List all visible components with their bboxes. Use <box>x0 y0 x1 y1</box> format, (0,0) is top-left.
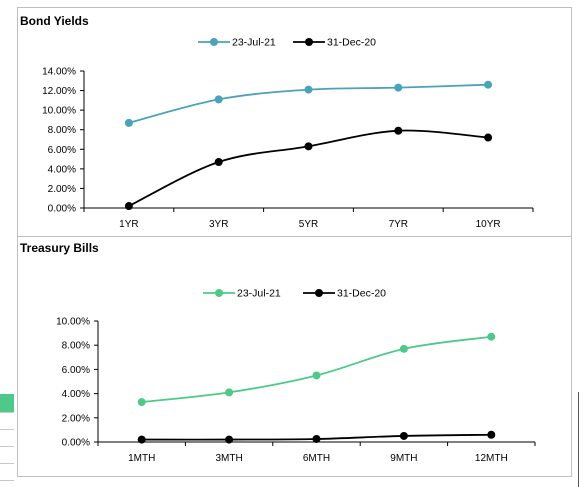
chart-panel-bond-yields[interactable]: Bond Yields 0.00% 2.00% 4.00% 6.00% 8.00% 10.… <box>17 7 572 237</box>
background-gridline <box>0 480 14 481</box>
data-point <box>312 371 321 380</box>
data-point <box>487 332 496 341</box>
data-point <box>399 431 408 440</box>
y-tick-label: 2.00% <box>48 184 76 195</box>
background-gridline <box>0 446 14 447</box>
data-point <box>214 158 223 167</box>
y-tick-label: 4.00% <box>62 389 90 400</box>
x-tick-label: 1MTH <box>128 453 155 464</box>
data-point <box>225 435 234 444</box>
legend-marker <box>305 38 313 46</box>
x-tick-label: 3YR <box>209 219 228 230</box>
y-tick-label: 14.00% <box>42 67 76 78</box>
y-tick-label: 8.00% <box>62 341 90 352</box>
x-tick-label: 9MTH <box>390 453 417 464</box>
y-tick-label: 10.00% <box>42 106 76 117</box>
background-gridline <box>0 429 14 430</box>
legend-marker <box>210 38 218 46</box>
series-line <box>128 129 489 207</box>
y-tick-label: 10.00% <box>56 317 90 328</box>
data-point <box>394 126 403 135</box>
data-point <box>304 142 313 151</box>
data-point <box>137 435 146 444</box>
chart-panel-treasury-bills[interactable]: Treasury Bills 0.00% 2.00% 4.00% 6.00% 8.00%… <box>17 237 572 477</box>
chart-title: Treasury Bills <box>20 241 99 255</box>
data-point <box>312 434 321 443</box>
legend-marker <box>315 289 323 297</box>
data-point <box>487 430 496 439</box>
data-point <box>394 83 403 92</box>
y-tick-label: 0.00% <box>48 204 76 215</box>
treasury-bills-chart: 0.00% 2.00% 4.00% 6.00% 8.00% 10.00% 1MTH 3MTH 6… <box>56 288 536 464</box>
series-line <box>141 335 492 403</box>
background-gridline <box>0 463 14 464</box>
background-cell-border <box>578 392 579 487</box>
legend-label: 23-Jul-21 <box>232 37 276 49</box>
legend-label: 31-Dec-20 <box>327 37 376 49</box>
background-gridline <box>0 412 14 413</box>
y-tick-label: 8.00% <box>48 125 76 136</box>
y-tick-label: 4.00% <box>48 164 76 175</box>
y-tick-label: 0.00% <box>62 438 90 449</box>
x-tick-label: 3MTH <box>215 453 242 464</box>
x-tick-label: 10YR <box>476 219 501 230</box>
y-tick-label: 2.00% <box>62 413 90 424</box>
data-point <box>399 344 408 353</box>
data-point <box>214 95 223 104</box>
y-tick-label: 6.00% <box>62 365 90 376</box>
data-point <box>124 118 133 127</box>
data-point <box>484 80 493 89</box>
data-point <box>484 133 493 142</box>
x-tick-label: 5YR <box>299 219 318 230</box>
bond-yields-chart: 0.00% 2.00% 4.00% 6.00% 8.00% 10.00% 12.00% 14.… <box>42 37 534 230</box>
data-point <box>304 85 313 94</box>
x-tick-label: 1YR <box>119 219 138 230</box>
x-tick-label: 7YR <box>389 219 408 230</box>
legend-label: 31-Dec-20 <box>337 288 386 300</box>
data-point <box>124 202 133 211</box>
legend-label: 23-Jul-21 <box>237 288 281 300</box>
background-cell-highlight <box>0 394 14 412</box>
x-tick-label: 12MTH <box>475 453 508 464</box>
data-point <box>225 388 234 397</box>
y-tick-label: 12.00% <box>42 86 76 97</box>
data-point <box>137 398 146 407</box>
y-tick-label: 6.00% <box>48 145 76 156</box>
legend-marker <box>215 289 223 297</box>
x-tick-label: 6MTH <box>303 453 330 464</box>
chart-title: Bond Yields <box>20 14 89 28</box>
